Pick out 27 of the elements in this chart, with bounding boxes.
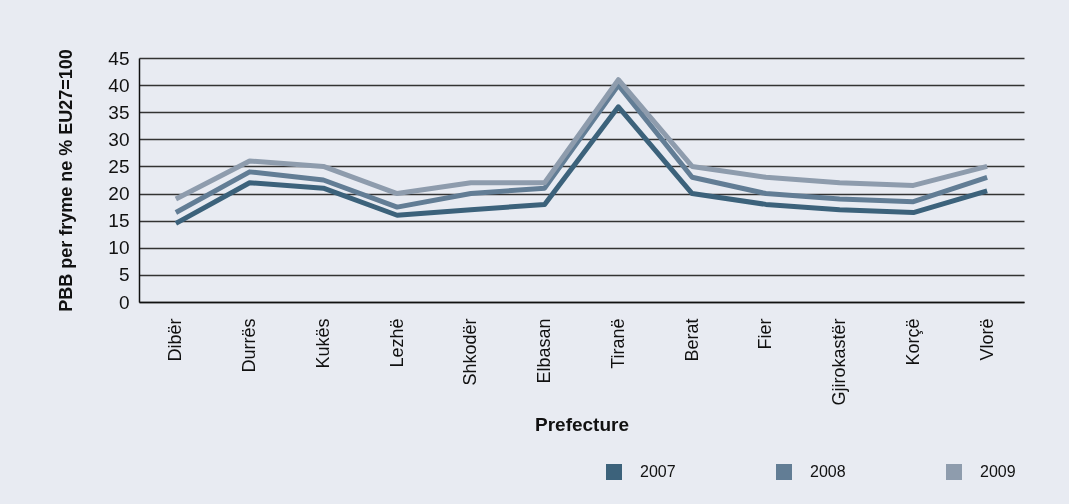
x-tick-label: Elbasan (534, 318, 555, 384)
y-tick-label: 0 (118, 291, 130, 313)
x-tick-label: Durrës (239, 318, 260, 373)
y-tick-label: 30 (108, 128, 130, 150)
y-tick-label: 5 (118, 264, 130, 286)
y-tick-label: 40 (108, 74, 130, 96)
y-tick-label: 35 (108, 101, 130, 123)
legend-label: 2008 (810, 463, 846, 480)
x-tick-label: Dibër (165, 318, 186, 362)
x-tick-label: Korçë (902, 318, 923, 366)
legend-label: 2009 (980, 463, 1016, 480)
x-tick-label: Shkodër (460, 318, 481, 386)
x-tick-label: Tiranë (607, 318, 628, 369)
x-tick-label: Lezhë (386, 318, 407, 368)
y-tick-label: 25 (108, 155, 130, 177)
x-axis-title: Prefecture (535, 413, 629, 435)
x-tick-label: Gjirokastër (829, 318, 850, 406)
x-tick-label: Berat (681, 318, 702, 362)
y-tick-label: 45 (108, 47, 130, 69)
y-axis-title: PBB per fryme ne % EU27=100 (56, 49, 77, 312)
x-tick-label: Fier (755, 318, 776, 350)
x-tick-label: Vlorë (976, 318, 997, 361)
legend-label: 2007 (640, 463, 676, 480)
y-tick-label: 15 (108, 210, 130, 232)
x-tick-label: Kukës (312, 318, 333, 369)
y-tick-label: 20 (108, 183, 130, 205)
y-tick-label: 10 (108, 237, 130, 259)
